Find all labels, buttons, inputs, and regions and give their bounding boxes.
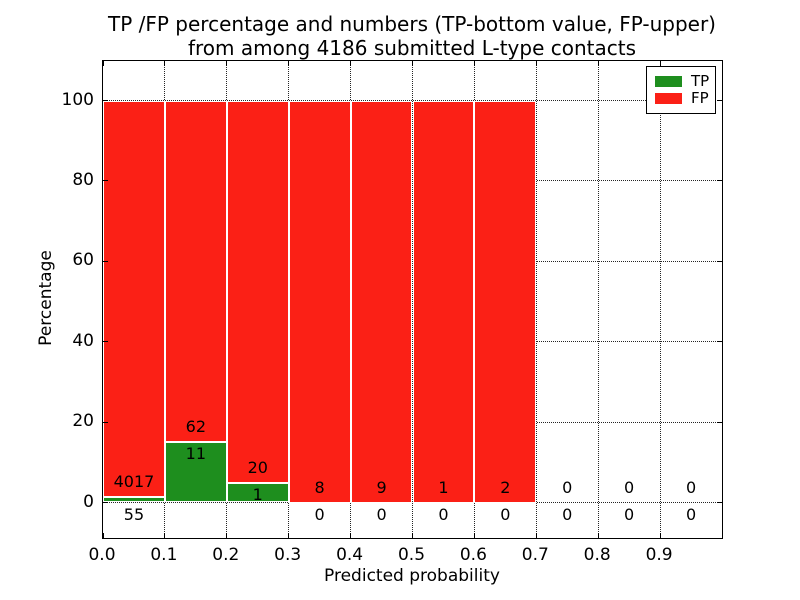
tp-count-label-0.0: 55: [123, 505, 145, 525]
gridline-x-0.9: [659, 61, 661, 538]
x-tick-bottom-0.9: [659, 533, 661, 538]
x-tick-bottom-0.6: [473, 533, 475, 538]
x-tick-label-0.1: 0.1: [150, 545, 178, 565]
tp-count-label-0.9: 0: [685, 505, 697, 525]
bar-tp-0.2: [226, 483, 289, 503]
fp-count-label-0.6: 2: [500, 477, 511, 497]
x-tick-bottom-0.2: [226, 533, 228, 538]
tp-count-label-0.7: 0: [562, 505, 573, 525]
x-tick-bottom-0.5: [412, 533, 413, 538]
y-tick-left-100: [103, 100, 108, 101]
x-tick-top-0.5: [412, 61, 413, 66]
x-tick-top-0.7: [535, 61, 537, 66]
y-tick-left-0: [103, 502, 108, 503]
fp-count-label-0.5: 1: [438, 477, 449, 497]
bar-fp-0.2: [226, 100, 289, 484]
x-tick-top-0.1: [164, 61, 166, 66]
bar-fp-0.3: [288, 100, 351, 503]
x-axis-label: Predicted probability: [324, 566, 500, 586]
tp-count-label-0.4: 0: [376, 505, 387, 525]
x-tick-label-0.2: 0.2: [212, 545, 240, 565]
bar-fp-0.1: [164, 100, 227, 442]
x-tick-label-0.6: 0.6: [459, 545, 487, 565]
x-tick-top-0.9: [659, 61, 661, 66]
y-tick-label-0: 0: [83, 491, 94, 512]
x-tick-label-0.5: 0.5: [397, 545, 426, 565]
fp-legend-label: FP: [691, 89, 709, 107]
tp-legend-label: TP: [691, 72, 710, 90]
fp-count-label-0.9: 0: [685, 477, 697, 497]
y-tick-label-60: 60: [72, 250, 94, 271]
fp-count-label-0.3: 8: [314, 477, 325, 497]
y-tick-right-100: [717, 100, 722, 101]
y-tick-right-80: [717, 180, 722, 182]
x-tick-bottom-0.0: [102, 533, 104, 538]
x-tick-bottom-0.7: [535, 533, 537, 538]
chart-title: TP /FP percentage and numbers (TP-bottom…: [12, 12, 800, 60]
fp-count-label-0.7: 0: [562, 477, 573, 497]
fp-legend-swatch: [655, 93, 682, 104]
x-tick-label-0.7: 0.7: [521, 545, 549, 565]
fp-count-label-0.0: 4017: [113, 472, 155, 492]
x-tick-top-0.4: [350, 61, 352, 66]
x-tick-top-0.0: [102, 61, 104, 66]
tp-legend-swatch: [655, 76, 682, 87]
tp-count-label-0.2: 1: [252, 485, 263, 505]
legend-item-fp: FP: [655, 90, 715, 107]
tp-count-label-0.8: 0: [624, 505, 635, 525]
y-tick-left-40: [103, 341, 108, 343]
bar-fp-0.0: [103, 100, 165, 498]
bar-fp-0.5: [412, 100, 475, 503]
legend: TP FP: [646, 66, 716, 114]
plot-area: TP FP 4017 55 62 11 20 1 8 0 9 0 1 0 2 0 0 0 0 0 0 0: [102, 60, 723, 539]
x-tick-top-0.8: [597, 61, 599, 66]
bar-fp-0.4: [350, 100, 413, 503]
fp-count-label-0.2: 20: [247, 458, 268, 478]
y-tick-label-40: 40: [72, 330, 94, 351]
y-tick-right-60: [717, 260, 722, 262]
chart-title-line2: from among 4186 submitted L-type contact…: [187, 36, 637, 60]
y-tick-right-40: [717, 341, 722, 343]
x-tick-label-0.3: 0.3: [274, 545, 302, 565]
y-tick-left-80: [103, 180, 108, 182]
x-tick-bottom-0.1: [164, 533, 166, 538]
fp-count-label-0.1: 62: [185, 417, 207, 437]
tp-count-label-0.5: 0: [438, 505, 449, 525]
chart-title-line1: TP /FP percentage and numbers (TP-bottom…: [108, 12, 716, 36]
y-tick-left-60: [103, 260, 108, 262]
fp-count-label-0.4: 9: [376, 477, 387, 497]
y-tick-left-20: [103, 421, 108, 423]
x-tick-top-0.3: [288, 61, 290, 66]
y-tick-label-100: 100: [61, 89, 94, 110]
tp-count-label-0.1: 11: [185, 443, 207, 463]
bar-fp-0.6: [474, 100, 537, 503]
gridline-x-0.8: [597, 61, 599, 538]
x-tick-label-0.9: 0.9: [645, 545, 673, 565]
bar-tp-0.1: [164, 441, 227, 503]
fp-count-label-0.8: 0: [624, 477, 635, 497]
x-tick-label-0.0: 0.0: [88, 545, 116, 565]
bar-tp-0.0: [103, 497, 165, 503]
x-tick-bottom-0.8: [597, 533, 599, 538]
x-tick-top-0.6: [473, 61, 475, 66]
x-tick-bottom-0.3: [288, 533, 290, 538]
x-tick-top-0.2: [226, 61, 228, 66]
tp-count-label-0.3: 0: [314, 505, 325, 525]
legend-item-tp: TP: [655, 73, 715, 90]
y-tick-label-20: 20: [72, 411, 94, 432]
y-tick-label-80: 80: [72, 169, 94, 190]
x-tick-label-0.8: 0.8: [583, 545, 611, 565]
y-tick-right-20: [717, 421, 722, 423]
tp-count-label-0.6: 0: [500, 505, 511, 525]
gridline-x-0.7: [535, 61, 537, 538]
x-tick-bottom-0.4: [350, 533, 352, 538]
x-tick-label-0.4: 0.4: [336, 545, 364, 565]
y-tick-right-0: [717, 502, 722, 503]
